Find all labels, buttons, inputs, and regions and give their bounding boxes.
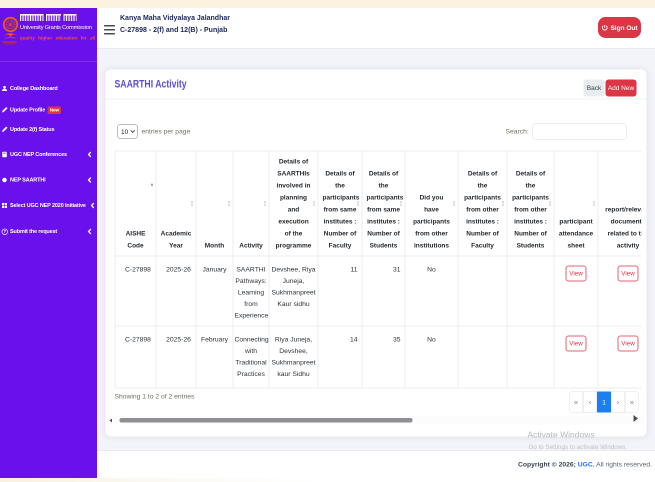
svg-text:?: ? <box>3 229 6 234</box>
